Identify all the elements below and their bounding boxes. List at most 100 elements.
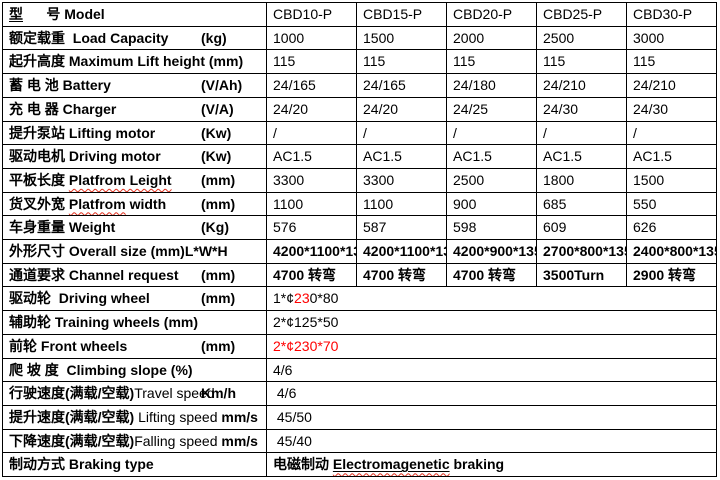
row-lifting-motor: 提升泵站 Lifting motor (Kw) / / / / / bbox=[2, 120, 717, 146]
value-cell-battery-CBD30-P: 24/210 bbox=[626, 73, 717, 98]
value-cell-max-lift-height-CBD15-P: 115 bbox=[356, 49, 447, 75]
value-cell-weight-CBD30-P: 626 bbox=[626, 215, 717, 241]
value-cell-platform-length-CBD20-P: 2500 bbox=[446, 167, 537, 193]
spellcheck-squiggle: Electromagenetic bbox=[332, 456, 450, 473]
value-cell-overall-size-CBD25-P: 2700*800*1350 bbox=[536, 239, 627, 264]
unit-label-platform-width: (mm) bbox=[201, 195, 236, 212]
label-cell-channel-request: 通道要求 Channel request (mm) bbox=[2, 262, 267, 288]
value-cell-model-CBD30-P: CBD30-P bbox=[626, 2, 717, 27]
label-cell-load-capacity: 额定载重 Load Capacity (kg) bbox=[2, 25, 267, 51]
text-segment-max-lift-height: 起升高度 Maximum Lift height (mm) bbox=[9, 53, 244, 70]
unit-label-load-capacity: (kg) bbox=[201, 29, 227, 46]
value-cell-charger-CBD10-P: 24/20 bbox=[266, 96, 357, 122]
value-cell-battery-CBD20-P: 24/180 bbox=[446, 73, 537, 98]
text-segment-platform-width: Platfrom bbox=[69, 196, 126, 212]
label-cell-front-wheels: 前轮 Front wheels (mm) bbox=[2, 333, 267, 359]
text-segment-weight: 车身重量 Weight bbox=[9, 219, 116, 236]
row-braking-type: 制动方式 Braking type 电磁制动 Electromagenetic b… bbox=[2, 452, 717, 478]
text-segment-driving-wheel-value: 0*80 bbox=[309, 290, 339, 307]
value-cell-front-wheels: 2*¢230*70 bbox=[266, 333, 717, 359]
text-segment-load-capacity: 额定载重 Load Capacity bbox=[9, 29, 169, 46]
text-segment-platform-length: 平板长度 bbox=[9, 171, 69, 188]
value-cell-load-capacity-CBD20-P: 2000 bbox=[446, 25, 537, 51]
value-cell-channel-request-CBD30-P: 2900 转弯 bbox=[626, 262, 717, 288]
text-segment-driving-wheel-value: 23 bbox=[294, 290, 310, 307]
unit-label-channel-request: (mm) bbox=[201, 266, 236, 283]
value-cell-platform-length-CBD15-P: 3300 bbox=[356, 167, 447, 193]
value-cell-driving-wheel: 1*¢230*80 bbox=[266, 286, 717, 312]
text-segment-braking-type-value: braking bbox=[449, 456, 505, 473]
value-cell-weight-CBD10-P: 576 bbox=[266, 215, 357, 241]
text-segment-travel-speed: Travel speed bbox=[134, 385, 215, 402]
text-segment-model: 号 Model bbox=[23, 6, 105, 22]
text-segment-lifting-speed: 提升速度(满载/空载) bbox=[9, 408, 135, 425]
value-cell-platform-length-CBD30-P: 1500 bbox=[626, 167, 717, 193]
value-cell-platform-width-CBD20-P: 900 bbox=[446, 191, 537, 217]
unit-label-battery: (V/Ah) bbox=[201, 77, 243, 94]
value-cell-battery-CBD15-P: 24/165 bbox=[356, 73, 447, 98]
value-cell-driving-motor-CBD20-P: AC1.5 bbox=[446, 144, 537, 169]
value-cell-load-capacity-CBD10-P: 1000 bbox=[266, 25, 357, 51]
value-cell-lifting-motor-CBD30-P: / bbox=[626, 120, 717, 146]
text-segment-front-wheels: 前轮 Front wheels bbox=[9, 337, 128, 354]
label-cell-driving-motor: 驱动电机 Driving motor (Kw) bbox=[2, 144, 267, 169]
spellcheck-squiggle: Platfrom Leight bbox=[68, 171, 172, 188]
text-segment-braking-type-value: Electromagenetic bbox=[333, 456, 450, 472]
value-cell-lifting-speed: 45/50 bbox=[266, 404, 717, 430]
label-cell-battery: 蓄 电 池 Battery (V/Ah) bbox=[2, 73, 267, 98]
text-segment-falling-speed: Falling speed bbox=[134, 432, 222, 449]
text-segment-front-wheels-value: 2*¢230*70 bbox=[273, 337, 339, 354]
value-cell-lifting-motor-CBD20-P: / bbox=[446, 120, 537, 146]
text-segment-charger: 充 电 器 Charger bbox=[9, 100, 117, 117]
label-cell-driving-wheel: 驱动轮 Driving wheel (mm) bbox=[2, 286, 267, 312]
value-cell-overall-size-CBD10-P: 4200*1100*1350 bbox=[266, 239, 357, 264]
text-segment-channel-request: 通道要求 Channel request bbox=[9, 266, 179, 283]
value-cell-channel-request-CBD15-P: 4700 转弯 bbox=[356, 262, 447, 288]
text-segment-platform-width: width bbox=[125, 195, 167, 212]
row-climbing-slope: 爬 坡 度 Climbing slope (%) 4/6 bbox=[2, 357, 717, 383]
value-cell-weight-CBD25-P: 609 bbox=[536, 215, 627, 241]
value-cell-driving-motor-CBD10-P: AC1.5 bbox=[266, 144, 357, 169]
value-cell-overall-size-CBD15-P: 4200*1100*1350 bbox=[356, 239, 447, 264]
label-cell-climbing-slope: 爬 坡 度 Climbing slope (%) bbox=[2, 357, 267, 383]
row-training-wheels: 辅助轮 Training wheels (mm) 2*¢125*50 bbox=[2, 310, 717, 335]
text-segment-model: 型 bbox=[9, 6, 23, 22]
label-cell-charger: 充 电 器 Charger (V/A) bbox=[2, 96, 267, 122]
text-segment-overall-size: 外形尺寸 Overall size (mm)L*W*H bbox=[9, 243, 228, 260]
row-model: 型 号 Model CBD10-P CBD15-P CBD20-P CBD25-P CBD… bbox=[2, 2, 717, 27]
value-cell-max-lift-height-CBD25-P: 115 bbox=[536, 49, 627, 75]
text-segment-platform-length: Platfrom Leight bbox=[69, 172, 172, 188]
text-segment-driving-wheel-value: 1*¢ bbox=[273, 290, 295, 307]
value-cell-model-CBD25-P: CBD25-P bbox=[536, 2, 627, 27]
label-cell-lifting-motor: 提升泵站 Lifting motor (Kw) bbox=[2, 120, 267, 146]
value-cell-channel-request-CBD10-P: 4700 转弯 bbox=[266, 262, 357, 288]
value-cell-charger-CBD25-P: 24/30 bbox=[536, 96, 627, 122]
text-segment-battery: 蓄 电 池 Battery bbox=[9, 77, 111, 94]
value-cell-overall-size-CBD30-P: 2400*800*1350 bbox=[626, 239, 717, 264]
row-max-lift-height: 起升高度 Maximum Lift height (mm) 115 115 115 11… bbox=[2, 49, 717, 75]
value-cell-platform-width-CBD15-P: 1100 bbox=[356, 191, 447, 217]
unit-label-driving-wheel: (mm) bbox=[201, 290, 236, 307]
label-cell-model: 型 号 Model bbox=[2, 2, 267, 27]
value-cell-battery-CBD25-P: 24/210 bbox=[536, 73, 627, 98]
text-segment-driving-wheel: 驱动轮 Driving wheel bbox=[9, 290, 150, 307]
value-cell-load-capacity-CBD15-P: 1500 bbox=[356, 25, 447, 51]
value-cell-weight-CBD15-P: 587 bbox=[356, 215, 447, 241]
value-cell-platform-width-CBD10-P: 1100 bbox=[266, 191, 357, 217]
row-platform-length: 平板长度 Platfrom Leight (mm) 3300 3300 2500 1800… bbox=[2, 167, 717, 193]
value-cell-load-capacity-CBD25-P: 2500 bbox=[536, 25, 627, 51]
value-cell-channel-request-CBD25-P: 3500Turn bbox=[536, 262, 627, 288]
value-cell-platform-width-CBD30-P: 550 bbox=[626, 191, 717, 217]
label-cell-travel-speed: 行驶速度(满载/空载)Travel speed Km/h bbox=[2, 381, 267, 406]
value-cell-channel-request-CBD20-P: 4700 转弯 bbox=[446, 262, 537, 288]
text-segment-falling-speed: 下降速度(满载/空载) bbox=[9, 432, 135, 449]
value-cell-weight-CBD20-P: 598 bbox=[446, 215, 537, 241]
value-cell-lifting-motor-CBD15-P: / bbox=[356, 120, 447, 146]
text-segment-travel-speed: 行驶速度(满载/空载) bbox=[9, 385, 135, 402]
row-front-wheels: 前轮 Front wheels (mm) 2*¢230*70 bbox=[2, 333, 717, 359]
value-cell-driving-motor-CBD15-P: AC1.5 bbox=[356, 144, 447, 169]
value-cell-driving-motor-CBD30-P: AC1.5 bbox=[626, 144, 717, 169]
text-segment-training-wheels-value: 2*¢125*50 bbox=[273, 314, 339, 331]
row-load-capacity: 额定载重 Load Capacity (kg) 1000 1500 2000 2500 30… bbox=[2, 25, 717, 51]
